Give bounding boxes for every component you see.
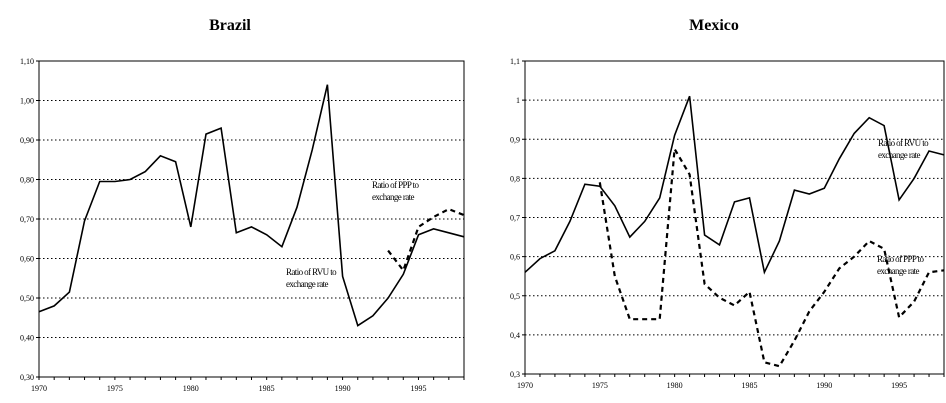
y-tick-label: 0,90 <box>20 136 34 145</box>
y-tick-label: 0,9 <box>510 135 520 144</box>
y-tick-label: 0,3 <box>510 370 520 379</box>
y-tick-label: 0,6 <box>510 253 520 262</box>
chart-title: Brazil <box>209 17 251 34</box>
series-annotation: Ratio of PPP to exchange rate <box>372 180 420 202</box>
rvu-ratio-line <box>38 84 465 327</box>
annotation-line: exchange rate <box>878 150 921 160</box>
brazil-chart: Brazil 0,30 0,40 0,50 0,60 0,70 0,80 0,90 1,00 1,… <box>20 17 465 393</box>
y-tick-label: 0,4 <box>510 331 520 340</box>
y-tick-label: 0,50 <box>20 294 34 303</box>
x-tick-label: 1970 <box>31 384 47 393</box>
annotation-line: Ratio of PPP to <box>877 254 925 264</box>
x-tick-label: 1995 <box>410 384 426 393</box>
annotation-line: Ratio of RVU to <box>878 138 929 148</box>
y-tick-label: 0,7 <box>510 214 520 223</box>
x-tick-label: 1985 <box>741 381 757 390</box>
y-tick-label: 0,40 <box>20 334 34 343</box>
y-tick-label: 0,80 <box>20 176 34 185</box>
x-tick-label: 1980 <box>183 384 199 393</box>
y-tick-label: 0,5 <box>510 292 520 301</box>
y-tick-label: 0,60 <box>20 255 34 264</box>
y-tick-label: 0,30 <box>20 373 34 382</box>
y-tick-label: 1,1 <box>510 57 520 66</box>
annotation-line: exchange rate <box>372 192 415 202</box>
chart-title: Mexico <box>689 17 739 34</box>
series-annotation: Ratio of PPP to exchange rate <box>877 254 925 276</box>
x-tick-label: 1985 <box>259 384 275 393</box>
x-tick-label: 1970 <box>517 381 533 390</box>
annotation-line: Ratio of RVU to <box>286 267 337 277</box>
series-annotation: Ratio of RVU to exchange rate <box>878 138 929 160</box>
y-tick-label: 0,70 <box>20 215 34 224</box>
y-tick-label: 1,10 <box>20 57 34 66</box>
annotation-line: Ratio of PPP to <box>372 180 420 190</box>
ppp-ratio-line <box>598 145 945 368</box>
rvu-ratio-line <box>524 95 945 275</box>
series-annotation: Ratio of RVU to exchange rate <box>286 267 337 289</box>
y-tick-label: 1,00 <box>20 97 34 106</box>
annotation-line: exchange rate <box>877 266 920 276</box>
x-tick-label: 1990 <box>816 381 832 390</box>
x-tick-label: 1975 <box>592 381 608 390</box>
mexico-chart: Mexico 0,3 0,4 0,5 0,6 0,7 0,8 0,9 1 1,1 1970 1975 1… <box>510 17 945 390</box>
ppp-ratio-line <box>387 207 465 273</box>
y-tick-label: 0,8 <box>510 174 520 183</box>
y-tick-label: 1 <box>516 96 520 105</box>
x-tick-label: 1975 <box>107 384 123 393</box>
x-tick-label: 1990 <box>335 384 351 393</box>
x-tick-label: 1995 <box>891 381 907 390</box>
x-tick-label: 1980 <box>667 381 683 390</box>
annotation-line: exchange rate <box>286 279 329 289</box>
